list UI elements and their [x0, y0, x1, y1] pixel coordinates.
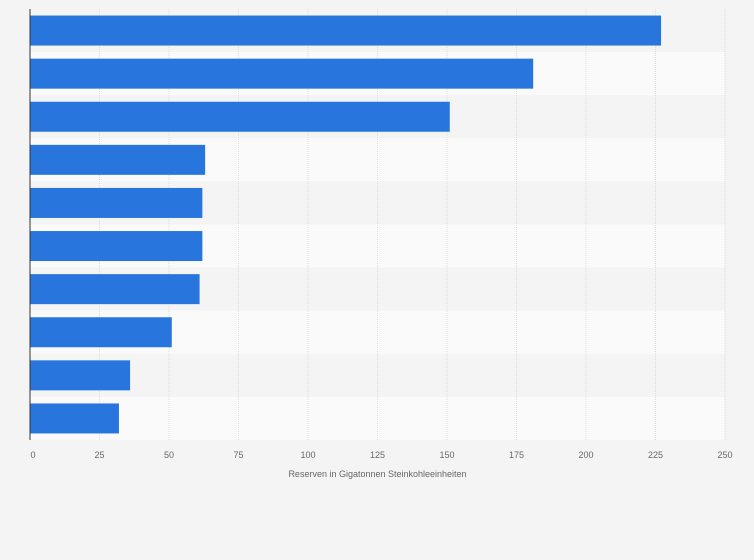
bar[interactable] — [30, 231, 203, 262]
x-tick-label: 0 — [30, 450, 35, 460]
bar[interactable] — [30, 58, 534, 89]
bar[interactable] — [30, 187, 203, 218]
bars — [30, 15, 662, 434]
x-tick-label: 175 — [509, 450, 524, 460]
x-tick-label: 225 — [648, 450, 663, 460]
x-tick-label: 100 — [300, 450, 315, 460]
x-tick-label: 150 — [439, 450, 454, 460]
x-tick-label: 50 — [164, 450, 174, 460]
bar[interactable] — [30, 274, 200, 305]
x-tick-label: 250 — [717, 450, 732, 460]
bar[interactable] — [30, 15, 662, 46]
bar[interactable] — [30, 360, 131, 391]
row-band — [30, 396, 725, 440]
x-tick-label: 25 — [94, 450, 104, 460]
x-tick-label: 200 — [578, 450, 593, 460]
x-tick-label: 75 — [233, 450, 243, 460]
x-axis-label: Reserven in Gigatonnen Steinkohleeinheit… — [288, 469, 466, 479]
bar[interactable] — [30, 101, 450, 132]
x-tick-label: 125 — [370, 450, 385, 460]
bar[interactable] — [30, 317, 172, 348]
x-tick-labels: 0 25 50 75 100 125 150 175 200 225 250 — [30, 450, 732, 460]
bar[interactable] — [30, 144, 206, 175]
bar[interactable] — [30, 403, 119, 434]
